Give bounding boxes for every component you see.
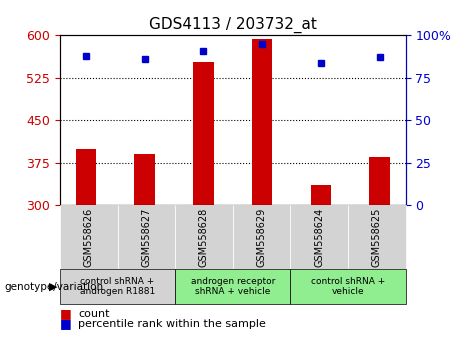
Bar bbox=[135, 154, 155, 205]
Text: GSM558629: GSM558629 bbox=[257, 207, 266, 267]
Text: ■: ■ bbox=[60, 318, 71, 330]
Text: GSM558626: GSM558626 bbox=[84, 207, 94, 267]
Text: ▶: ▶ bbox=[49, 282, 58, 292]
Bar bbox=[311, 185, 331, 205]
Text: control shRNA +
androgen R1881: control shRNA + androgen R1881 bbox=[80, 277, 155, 296]
Text: count: count bbox=[78, 309, 110, 319]
Text: GSM558627: GSM558627 bbox=[142, 207, 151, 267]
Bar bbox=[369, 157, 390, 205]
Text: genotype/variation: genotype/variation bbox=[5, 282, 104, 292]
Text: GSM558628: GSM558628 bbox=[199, 207, 209, 267]
Text: androgen receptor
shRNA + vehicle: androgen receptor shRNA + vehicle bbox=[190, 277, 275, 296]
Bar bbox=[76, 149, 96, 205]
Text: GSM558624: GSM558624 bbox=[314, 207, 324, 267]
Title: GDS4113 / 203732_at: GDS4113 / 203732_at bbox=[149, 16, 317, 33]
Text: percentile rank within the sample: percentile rank within the sample bbox=[78, 319, 266, 329]
Bar bbox=[252, 39, 272, 205]
Bar bbox=[193, 62, 214, 205]
Text: control shRNA +
vehicle: control shRNA + vehicle bbox=[311, 277, 385, 296]
Text: GSM558625: GSM558625 bbox=[372, 207, 382, 267]
Text: ■: ■ bbox=[60, 308, 71, 320]
